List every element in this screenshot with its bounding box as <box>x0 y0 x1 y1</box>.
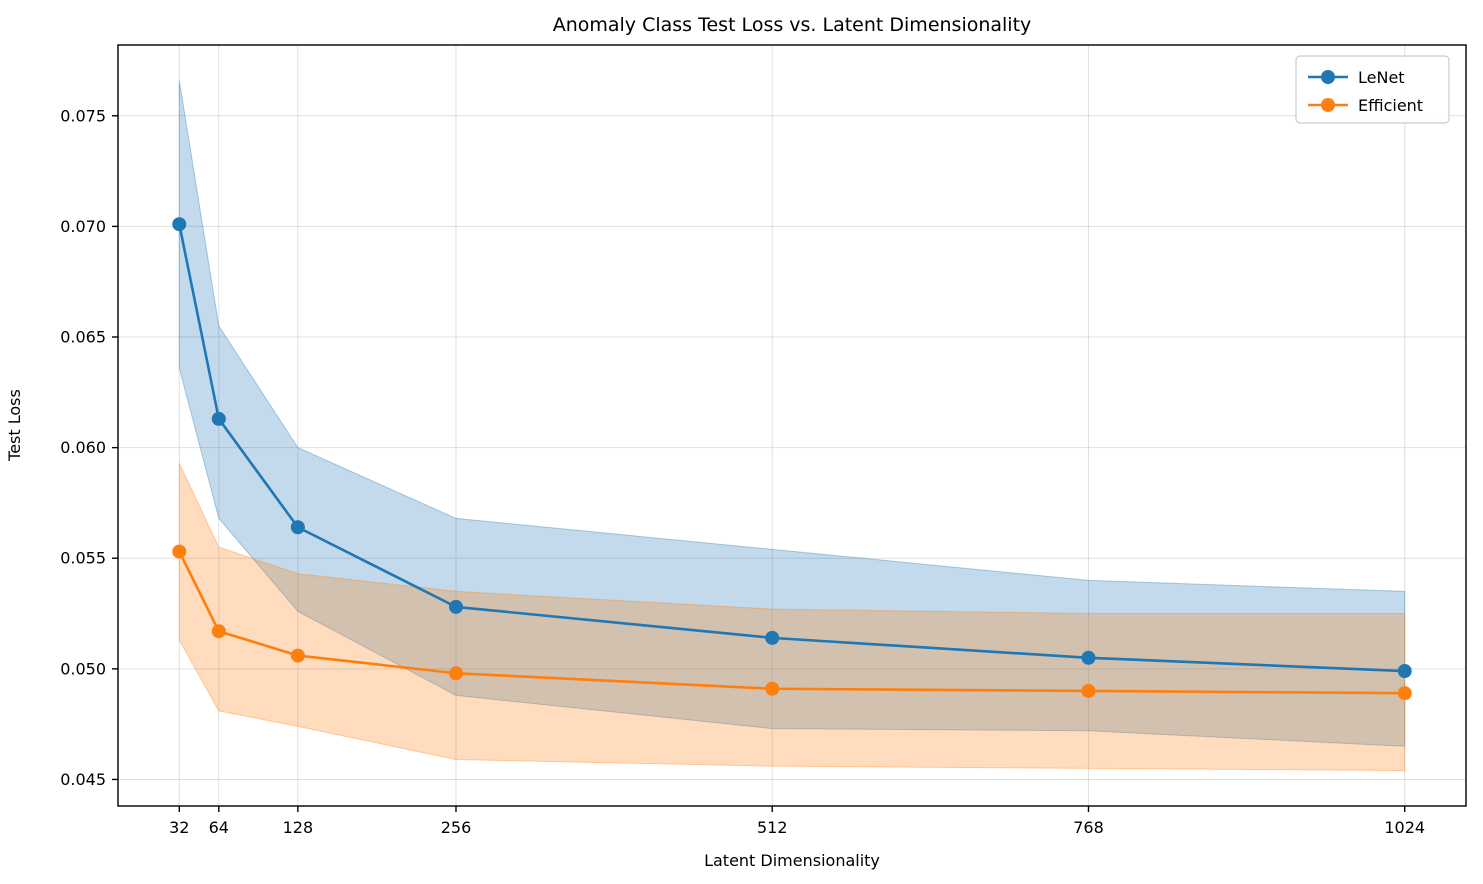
data-point-lenet-256 <box>448 599 463 614</box>
data-point-lenet-64 <box>211 411 226 426</box>
legend-label-lenet: LeNet <box>1358 68 1405 87</box>
data-point-efficient-1024 <box>1397 686 1412 701</box>
data-point-lenet-32 <box>172 217 187 232</box>
y-axis-label: Test Loss <box>5 389 24 462</box>
confidence-band-efficient <box>178 462 1406 772</box>
legend-marker-lenet <box>1321 70 1335 84</box>
x-tick-label-256: 256 <box>441 818 472 837</box>
data-point-lenet-512 <box>765 630 780 645</box>
y-tick-label-0.060: 0.060 <box>60 438 106 457</box>
x-tick-label-1024: 1024 <box>1384 818 1425 837</box>
x-axis-label: Latent Dimensionality <box>704 851 880 870</box>
data-point-lenet-128 <box>290 520 305 535</box>
x-tick-label-512: 512 <box>757 818 788 837</box>
legend-marker-efficient <box>1321 98 1335 112</box>
y-tick-label-0.070: 0.070 <box>60 217 106 236</box>
x-tick-label-768: 768 <box>1073 818 1104 837</box>
data-point-efficient-32 <box>172 544 187 559</box>
confidence-bands-layer <box>178 80 1406 772</box>
data-point-efficient-768 <box>1081 683 1096 698</box>
data-point-efficient-128 <box>290 648 305 663</box>
x-tick-label-32: 32 <box>169 818 189 837</box>
data-point-efficient-64 <box>211 624 226 639</box>
x-tick-label-128: 128 <box>283 818 314 837</box>
chart-title: Anomaly Class Test Loss vs. Latent Dimen… <box>553 14 1032 36</box>
legend-label-efficient: Efficient <box>1358 96 1423 115</box>
y-tick-label-0.055: 0.055 <box>60 549 106 568</box>
data-point-lenet-1024 <box>1397 664 1412 679</box>
series-lines-layer <box>172 217 1412 701</box>
legend: LeNet Efficient <box>1295 55 1450 124</box>
y-tick-label-0.065: 0.065 <box>60 328 106 347</box>
data-point-efficient-256 <box>448 666 463 681</box>
y-tick-label-0.050: 0.050 <box>60 659 106 678</box>
data-point-lenet-768 <box>1081 650 1096 665</box>
axes-layer: 32 64 128 256 512 768 1024 0.045 0.050 0.055 0.060… <box>60 44 1467 837</box>
x-tick-label-64: 64 <box>209 818 229 837</box>
plot-border <box>117 44 1467 807</box>
y-tick-label-0.075: 0.075 <box>60 106 106 125</box>
grid-layer <box>118 45 1466 806</box>
y-tick-label-0.045: 0.045 <box>60 770 106 789</box>
data-point-efficient-512 <box>765 681 780 696</box>
confidence-band-lenet <box>178 80 1406 747</box>
